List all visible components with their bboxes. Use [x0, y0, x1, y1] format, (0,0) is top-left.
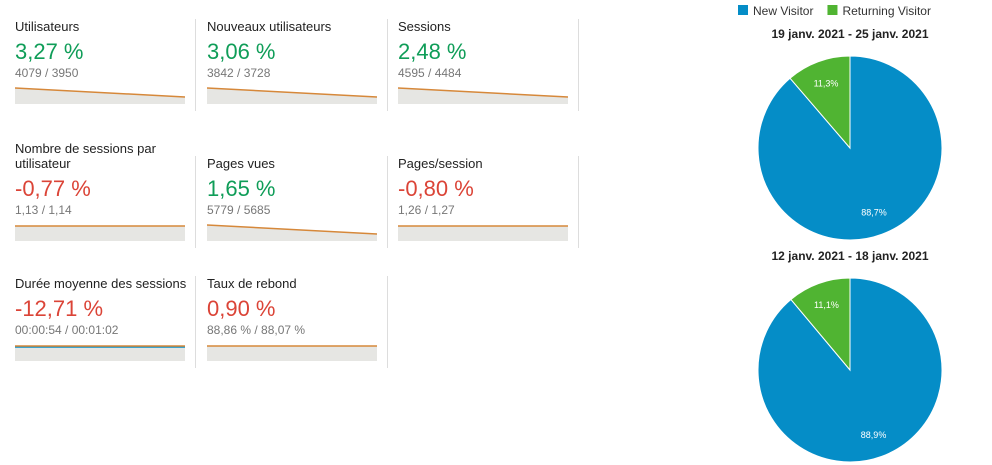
metric-tile: Utilisateurs 3,27 % 4079 / 3950: [15, 0, 187, 104]
metric-tile: Taux de rebond 0,90 % 88,86 % / 88,07 %: [207, 236, 379, 361]
metric-label: Pages vues: [207, 156, 275, 171]
separator: [195, 19, 196, 111]
pie-value-label: 11,1%: [814, 300, 839, 310]
metric-label: Nouveaux utilisateurs: [207, 19, 332, 34]
metric-comparison: 88,86 % / 88,07 %: [207, 323, 306, 337]
sparkline: [398, 225, 568, 241]
separator: [387, 156, 388, 248]
pie-value-label: 11,3%: [814, 78, 839, 88]
pie-slice: [757, 55, 943, 241]
sparkline-area: [207, 225, 377, 241]
sparkline-area: [398, 88, 568, 104]
sparkline-area: [207, 88, 377, 104]
sparkline: [15, 345, 185, 361]
metric-comparison: 5779 / 5685: [207, 203, 271, 217]
pie-panel: New Visitor Returning Visitor 19 janv. 202…: [738, 4, 943, 463]
sparkline-area: [15, 226, 185, 241]
separator: [578, 156, 579, 248]
pie-slice: [789, 55, 851, 150]
metric-label: Nombre de sessions par utilisateur: [15, 141, 156, 171]
pie-title: 19 janv. 2021 - 25 janv. 2021: [772, 27, 929, 41]
sparkline: [207, 224, 377, 241]
metric-value: -0,77 %: [15, 176, 91, 201]
metric-label: Utilisateurs: [15, 19, 80, 34]
metric-tile: Pages/session -0,80 % 1,26 / 1,27: [398, 116, 570, 241]
metric-label: Taux de rebond: [207, 276, 297, 291]
sparkline-area: [398, 226, 568, 241]
metric-comparison: 1,13 / 1,14: [15, 203, 72, 217]
sparkline: [15, 225, 185, 241]
pie-title: 12 janv. 2021 - 18 janv. 2021: [772, 249, 929, 263]
metric-label: Pages/session: [398, 156, 483, 171]
metric-comparison: 4595 / 4484: [398, 66, 462, 80]
sparkline: [207, 345, 377, 361]
metric-value: 1,65 %: [207, 176, 276, 201]
sparkline-area: [207, 346, 377, 361]
metric-value: 3,06 %: [207, 39, 276, 64]
metric-tile: Sessions 2,48 % 4595 / 4484: [398, 0, 570, 104]
metric-comparison: 4079 / 3950: [15, 66, 79, 80]
metric-value: -12,71 %: [15, 296, 104, 321]
separator: [387, 19, 388, 111]
sparkline: [398, 87, 568, 104]
metric-tile: Durée moyenne des sessions -12,71 % 00:00:…: [15, 236, 187, 361]
metric-comparison: 1,26 / 1,27: [398, 203, 455, 217]
metric-label: Durée moyenne des sessions: [15, 276, 187, 291]
legend-swatch: [827, 5, 838, 15]
metric-comparison: 00:00:54 / 00:01:02: [15, 323, 119, 337]
metric-value: 3,27 %: [15, 39, 84, 64]
pie-value-label: 88,9%: [861, 430, 887, 440]
metric-tile: Pages vues 1,65 % 5779 / 5685: [207, 116, 379, 241]
metric-value: 0,90 %: [207, 296, 276, 321]
sparkline-area: [15, 346, 185, 361]
separator: [578, 19, 579, 111]
sparkline: [207, 87, 377, 104]
pie-value-label: 88,7%: [861, 208, 887, 218]
metric-tile: Nouveaux utilisateurs 3,06 % 3842 / 3728: [207, 0, 379, 104]
legend-label: New Visitor: [753, 4, 813, 18]
separator: [387, 276, 388, 368]
separator: [195, 276, 196, 368]
sparkline: [15, 87, 185, 104]
sparkline-area: [15, 88, 185, 104]
separator: [195, 156, 196, 248]
metric-value: -0,80 %: [398, 176, 474, 201]
sparkline-line: [207, 87, 377, 98]
legend-label: Returning Visitor: [842, 4, 931, 18]
pie-slice: [757, 277, 943, 463]
metric-comparison: 3842 / 3728: [207, 66, 271, 80]
metric-value: 2,48 %: [398, 39, 467, 64]
legend-swatch: [738, 5, 748, 15]
metric-tile: Nombre de sessions par utilisateur -0,77 …: [15, 116, 187, 241]
sparkline-line: [398, 87, 568, 98]
sparkline-line: [15, 87, 185, 98]
metric-label: Sessions: [398, 19, 451, 34]
sparkline-line: [207, 224, 377, 235]
pie-slice: [790, 277, 851, 372]
